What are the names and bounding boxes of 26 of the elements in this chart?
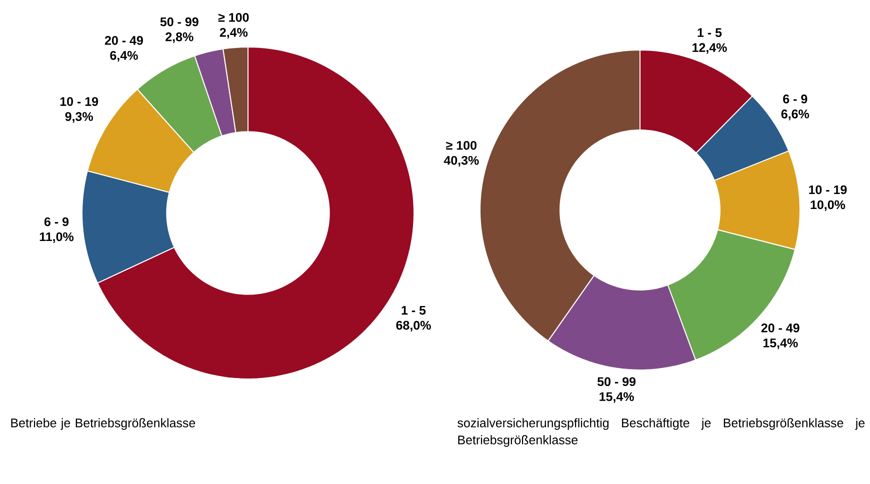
data-label: 6,4% <box>110 51 138 62</box>
data-label: 6,6% <box>781 110 810 120</box>
data-label: 68,0% <box>396 320 431 332</box>
slice-label: 20 - 49 <box>104 36 143 45</box>
data-label: 10,0% <box>810 200 846 211</box>
data-label: 2,8% <box>166 32 194 44</box>
slice-label: 6 - 9 <box>44 217 69 226</box>
slice-label: 1 - 5 <box>698 28 722 38</box>
data-label: 11,0% <box>40 232 74 243</box>
data-label: 15,4% <box>763 338 798 350</box>
text: Betriebe je Betriebsgrößenklasse <box>11 418 196 430</box>
data-label: 12,4% <box>692 43 727 54</box>
slice-label: 6 - 9 <box>783 94 808 104</box>
data-label: 2,4% <box>220 28 248 39</box>
slice-label: 50 - 99 <box>597 377 636 386</box>
data-label: 9,3% <box>65 112 93 123</box>
slice-label: 50 - 99 <box>160 17 198 26</box>
slice-label: ≥ 100 <box>218 12 249 22</box>
slice-label: 20 - 49 <box>761 324 800 332</box>
data-label: 15,4% <box>600 392 634 403</box>
data-label: 40,3% <box>444 156 479 167</box>
slice-label: ≥ 100 <box>446 140 476 150</box>
slice-label: 1 - 5 <box>402 306 426 315</box>
slice-label: 10 - 19 <box>60 97 98 106</box>
text: sozialversicherungspflichtig Beschäftigte je Betriebsgrößenklasse je Betriebsgrößenklasse <box>458 418 865 447</box>
slice-label: 10 - 19 <box>809 185 847 194</box>
